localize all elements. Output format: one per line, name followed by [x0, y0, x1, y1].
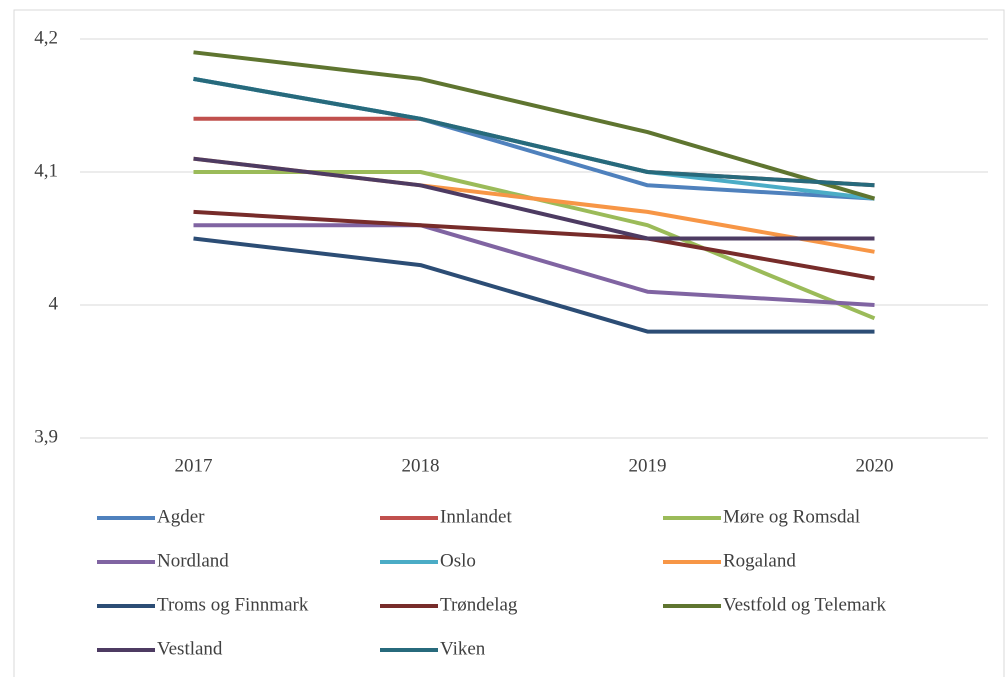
y-tick-label: 4,2 — [34, 27, 58, 48]
series-line — [193, 50, 876, 201]
legend-label: Trøndelag — [440, 594, 518, 615]
legend-label: Nordland — [157, 550, 229, 571]
y-tick-label: 3,9 — [34, 426, 58, 447]
series-line — [193, 156, 875, 241]
x-tick-label: 2018 — [402, 455, 440, 476]
legend-label: Vestfold og Telemark — [723, 594, 886, 615]
legend-label: Innlandet — [440, 506, 512, 527]
legend-label: Vestland — [157, 638, 223, 659]
y-tick-label: 4,1 — [34, 160, 58, 181]
legend-label: Troms og Finnmark — [157, 594, 309, 615]
legend-label: Rogaland — [723, 550, 796, 571]
x-tick-label: 2019 — [629, 455, 667, 476]
legend-label: Møre og Romsdal — [723, 506, 860, 527]
series-line — [193, 209, 875, 281]
chart-border — [13, 9, 1005, 677]
series-line — [193, 223, 875, 307]
legend-label: Viken — [440, 638, 486, 659]
series-line — [193, 76, 875, 188]
legend-label: Oslo — [440, 550, 476, 571]
x-tick-label: 2020 — [856, 455, 894, 476]
x-tick-label: 2017 — [175, 455, 213, 476]
y-tick-label: 4 — [49, 293, 59, 314]
legend-label: Agder — [157, 506, 205, 527]
series-line — [193, 236, 875, 334]
